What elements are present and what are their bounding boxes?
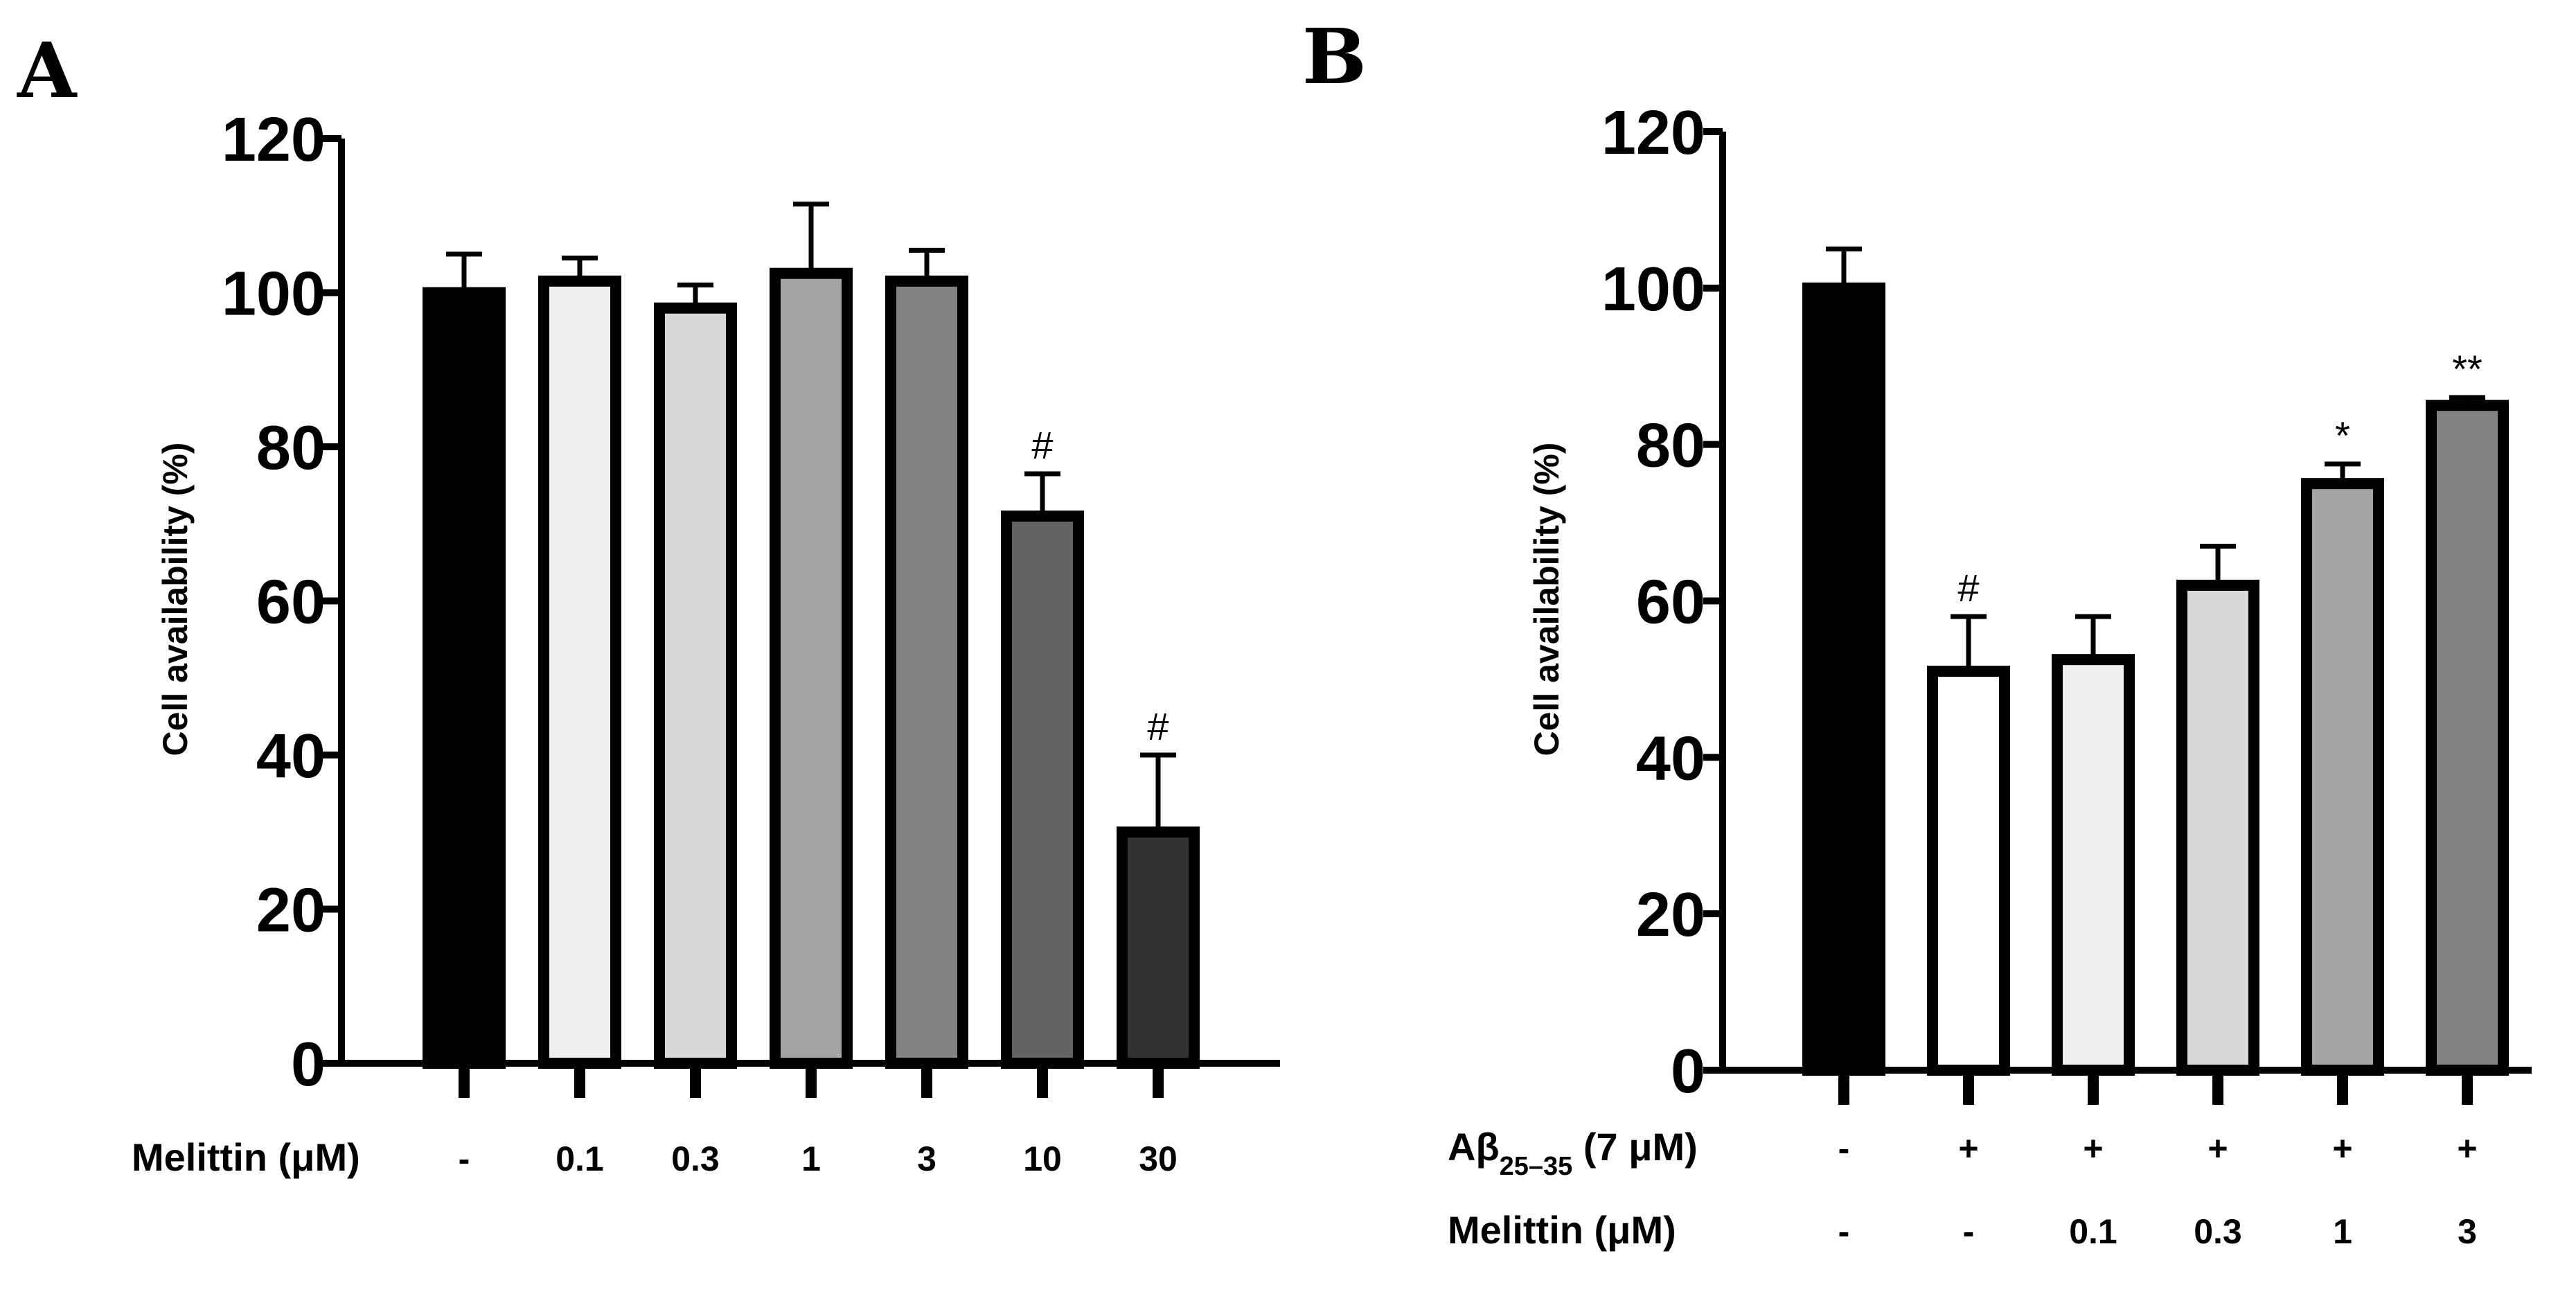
condition-row-label: Melittin (μM): [132, 1135, 360, 1179]
bar: [1802, 282, 1885, 1076]
significance-label: #: [1957, 566, 1979, 610]
y-tick-label: 0: [291, 1030, 326, 1099]
x-tick-label: 30: [1139, 1139, 1178, 1178]
bar: [770, 267, 853, 1069]
x-tick-label: +: [2083, 1129, 2103, 1168]
significance-label: #: [1147, 704, 1169, 748]
y-tick-label: 20: [256, 876, 326, 946]
x-tick-label: -: [1838, 1212, 1850, 1251]
x-tick-label: 0.3: [2194, 1212, 2242, 1251]
y-tick-label: 80: [1636, 411, 1705, 481]
bar: [2052, 654, 2135, 1076]
y-tick-label: 80: [256, 414, 326, 483]
x-tick-label: 3: [2458, 1212, 2477, 1251]
bar: [2426, 400, 2509, 1076]
y-tick-label: 20: [1636, 880, 1705, 950]
x-tick-label: -: [1963, 1212, 1975, 1251]
bar: [1117, 826, 1200, 1069]
y-tick-label: 40: [256, 722, 326, 791]
x-tick-label: +: [2208, 1129, 2228, 1168]
panel-label-a: A: [17, 26, 78, 115]
y-tick-label: 0: [1671, 1037, 1705, 1106]
y-tick-label: 120: [222, 105, 326, 175]
x-tick-label: 0.1: [2069, 1212, 2117, 1251]
condition-row-label-suffix: (7 μM): [1572, 1125, 1697, 1169]
x-tick-label: -: [1838, 1129, 1850, 1168]
bar: [885, 275, 968, 1069]
significance-label: **: [2452, 347, 2482, 391]
bar: [654, 302, 737, 1069]
x-tick-label: 10: [1023, 1139, 1062, 1178]
condition-row-label: Melittin (μM): [1448, 1208, 1676, 1252]
significance-label: *: [2335, 414, 2350, 457]
x-tick-label: +: [1958, 1129, 1978, 1168]
y-tick-label: 120: [1601, 98, 1705, 168]
bar: [2301, 478, 2384, 1076]
chart-panel-a: 0 20 40 60 80 100 120 Cell availability (%) # # Me…: [132, 105, 1280, 1179]
x-tick-label: +: [2332, 1129, 2352, 1168]
panel-label-b: B: [1302, 12, 1367, 101]
x-tick-label: 1: [2333, 1212, 2352, 1251]
x-tick-label: +: [2457, 1129, 2477, 1168]
x-tick-label: -: [459, 1139, 470, 1178]
bar: [2176, 579, 2259, 1076]
y-tick-label: 40: [1636, 724, 1705, 793]
bar: [1001, 511, 1084, 1069]
x-tick-label: 0.3: [671, 1139, 720, 1178]
bar: [423, 287, 506, 1069]
x-tick-label: 3: [917, 1139, 936, 1178]
y-tick-label: 60: [1636, 568, 1705, 637]
y-tick-label: 100: [222, 260, 326, 329]
bar: [1927, 666, 2010, 1076]
bar: [538, 275, 621, 1069]
y-tick-label: 60: [256, 568, 326, 637]
y-axis-label: Cell availability (%): [1527, 443, 1566, 756]
x-tick-label: 0.1: [556, 1139, 604, 1178]
x-tick-label: 1: [801, 1139, 821, 1178]
condition-row-label: Aβ25–35 (7 μM): [1448, 1125, 1698, 1181]
y-axis-label: Cell availability (%): [156, 443, 195, 756]
subscript: 25–35: [1500, 1152, 1573, 1181]
y-tick-label: 100: [1601, 255, 1705, 324]
significance-label: #: [1031, 423, 1053, 467]
